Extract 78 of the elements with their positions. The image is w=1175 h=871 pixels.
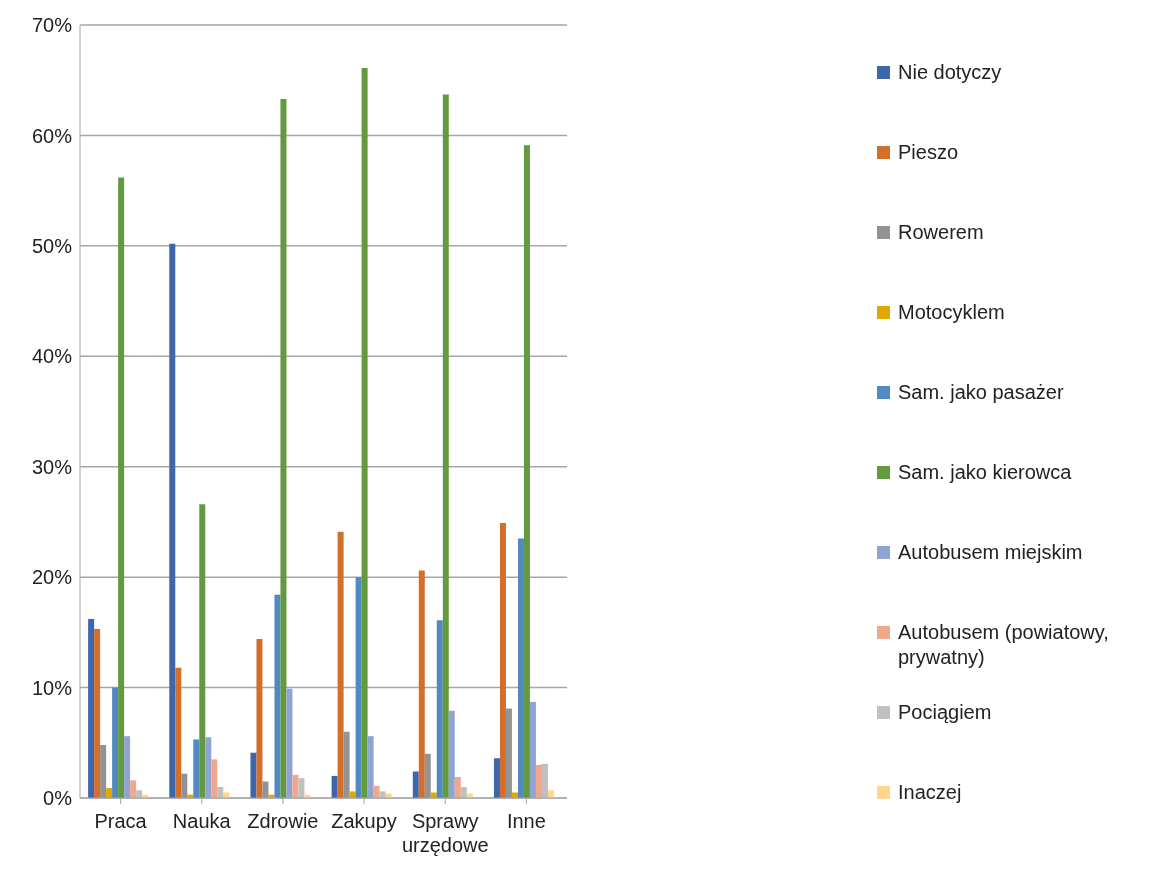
bar	[331, 775, 338, 798]
bar	[412, 771, 419, 798]
bar	[529, 701, 536, 798]
bar	[193, 739, 200, 798]
bar	[418, 570, 425, 798]
bar	[493, 758, 500, 798]
bar	[181, 773, 188, 798]
y-tick-label: 70%	[31, 14, 73, 37]
bar	[175, 667, 182, 798]
bar	[124, 736, 131, 798]
y-tick-label: 10%	[31, 676, 73, 699]
bar	[349, 791, 356, 798]
bar	[430, 792, 437, 798]
bar	[250, 752, 257, 798]
y-tick-label: 40%	[31, 345, 73, 368]
bar	[100, 744, 107, 798]
bar	[112, 687, 119, 798]
bar	[355, 577, 362, 798]
bar	[88, 619, 95, 798]
y-tick-label: 0%	[43, 787, 73, 810]
legend-label: Autobusem miejskim	[898, 540, 1084, 565]
bar	[379, 791, 386, 798]
y-tick-label: 20%	[31, 566, 73, 589]
bar	[118, 177, 125, 798]
legend-label: Motocyklem	[898, 300, 1006, 325]
bar	[343, 731, 350, 798]
x-tick-label: Inne	[506, 810, 546, 832]
bar	[517, 538, 524, 798]
legend-label: Pociągiem	[898, 700, 993, 725]
legend-label: Nie dotyczy	[898, 60, 1003, 85]
bar	[286, 688, 293, 798]
bar	[523, 145, 530, 798]
bar	[262, 781, 269, 798]
x-tick-label: Zdrowie	[247, 810, 319, 832]
bar	[361, 68, 368, 798]
legend-label: Rowerem	[898, 220, 985, 245]
bar	[541, 763, 548, 798]
bar	[337, 531, 344, 798]
legend-label: Autobusem (powiatowy, prywatny)	[898, 620, 1110, 670]
bar	[274, 594, 281, 798]
bar	[94, 629, 101, 798]
legend-label: Inaczej	[898, 780, 963, 805]
bar	[505, 708, 512, 798]
bar	[535, 764, 542, 798]
bar	[511, 792, 518, 798]
bar	[367, 736, 374, 798]
bar	[442, 94, 449, 798]
legend-label: Sam. jako pasażer	[898, 380, 1065, 405]
bar	[499, 523, 506, 798]
bar	[547, 790, 554, 798]
bar	[199, 504, 206, 798]
y-tick-label: 30%	[31, 455, 73, 478]
legend-label: Sam. jako kierowca	[898, 460, 1073, 485]
bar	[460, 786, 467, 798]
bar	[130, 780, 137, 798]
bar	[223, 792, 230, 798]
bar	[292, 774, 299, 798]
bar	[454, 777, 461, 798]
bar	[373, 785, 380, 798]
x-tick-label: Praca	[94, 810, 148, 832]
bar	[211, 759, 218, 798]
bar	[298, 778, 305, 798]
bar	[448, 710, 455, 798]
legend-label: Pieszo	[898, 140, 960, 165]
bar	[217, 786, 224, 798]
bar	[169, 243, 176, 798]
bar	[256, 638, 263, 798]
x-tick-label: Nauka	[172, 810, 232, 832]
bar	[205, 737, 212, 798]
x-tick-label: Sprawy urzędowe	[401, 810, 489, 856]
bar	[106, 788, 113, 798]
y-tick-label: 50%	[31, 234, 73, 257]
bar	[280, 98, 287, 798]
bar	[424, 753, 431, 798]
y-tick-label: 60%	[31, 124, 73, 147]
bar	[436, 620, 443, 798]
x-tick-label: Zakupy	[331, 810, 397, 832]
bar	[136, 790, 143, 798]
